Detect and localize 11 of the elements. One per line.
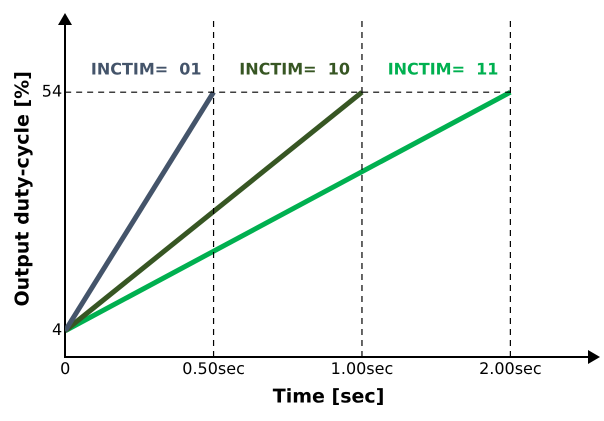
y-axis-title: Output duty-cycle [%] (11, 71, 34, 307)
x-tick-label: 0 (60, 358, 70, 378)
series-label: INCTIM= 11 (388, 59, 498, 78)
x-axis-title: Time [sec] (272, 386, 384, 408)
series-label: INCTIM= 01 (90, 59, 202, 78)
y-tick-label: 54 (42, 81, 62, 100)
x-tick-label: 1.00sec (330, 358, 394, 378)
x-tick-label: 0.50sec (182, 358, 245, 378)
x-tick-label: 2.00sec (479, 358, 542, 378)
y-tick-label: 4 (52, 320, 62, 339)
series-label: INCTIM= 10 (239, 59, 350, 78)
